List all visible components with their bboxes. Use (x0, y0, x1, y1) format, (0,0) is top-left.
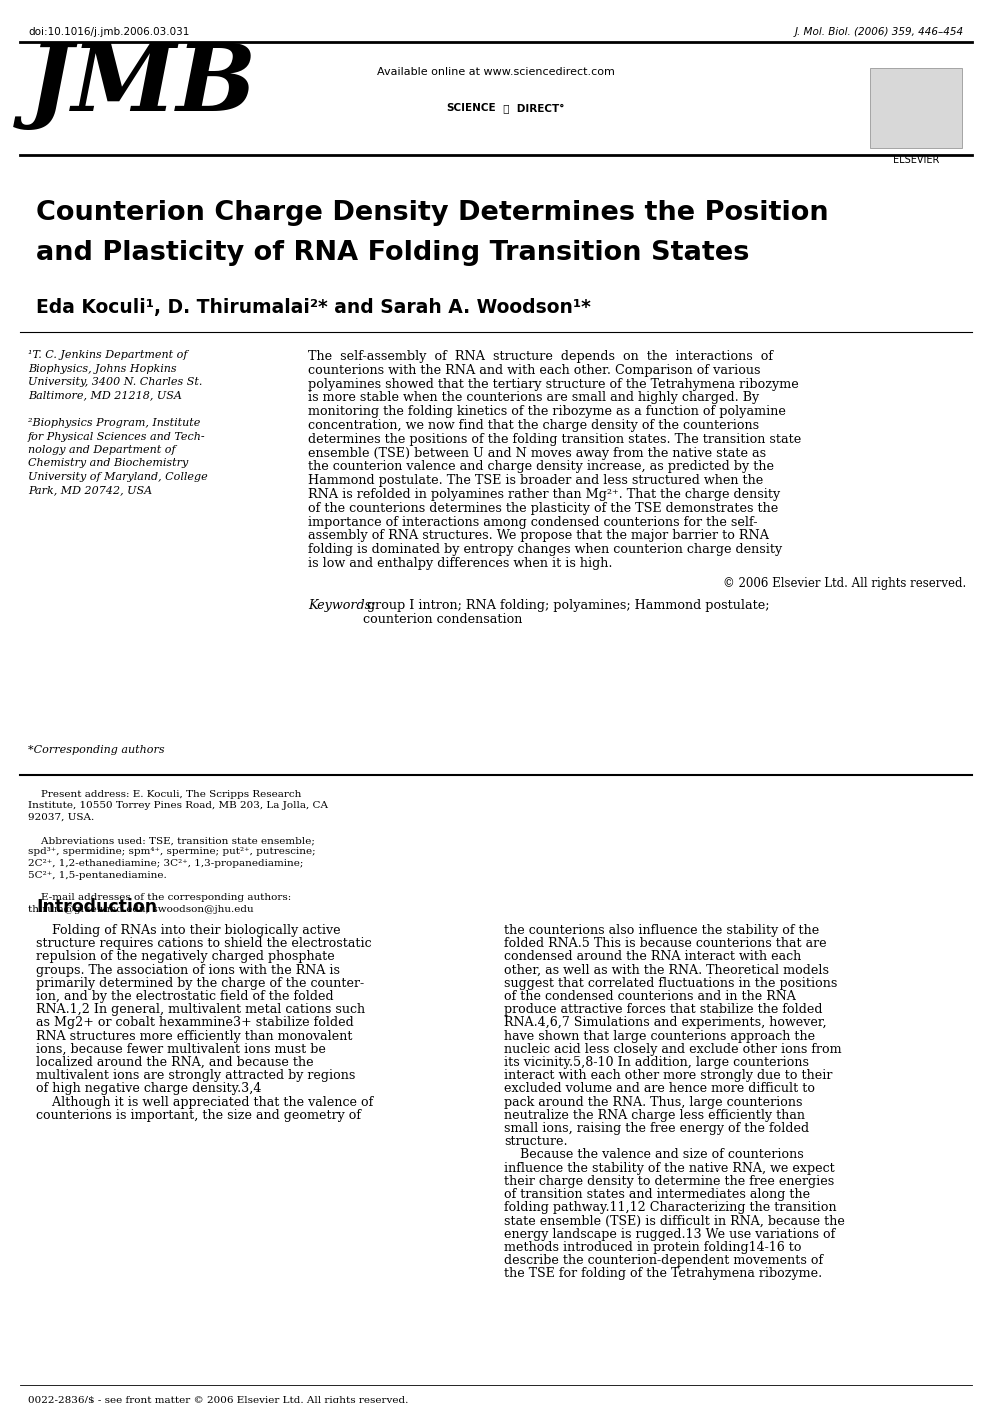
Text: structure.: structure. (504, 1135, 567, 1148)
Text: 2C²⁺, 1,2-ethanediamine; 3C²⁺, 1,3-propanediamine;: 2C²⁺, 1,2-ethanediamine; 3C²⁺, 1,3-propa… (28, 859, 304, 868)
Text: ELSEVIER: ELSEVIER (893, 154, 939, 166)
Text: Institute, 10550 Torrey Pines Road, MB 203, La Jolla, CA: Institute, 10550 Torrey Pines Road, MB 2… (28, 801, 328, 811)
Text: of transition states and intermediates along the: of transition states and intermediates a… (504, 1188, 810, 1201)
Text: pack around the RNA. Thus, large counterions: pack around the RNA. Thus, large counter… (504, 1096, 803, 1108)
Text: ion, and by the electrostatic field of the folded: ion, and by the electrostatic field of t… (36, 991, 333, 1003)
Text: groups. The association of ions with the RNA is: groups. The association of ions with the… (36, 964, 340, 976)
Text: counterions is important, the size and geometry of: counterions is important, the size and g… (36, 1108, 361, 1122)
Text: multivalent ions are strongly attracted by regions: multivalent ions are strongly attracted … (36, 1069, 355, 1082)
Text: state ensemble (TSE) is difficult in RNA, because the: state ensemble (TSE) is difficult in RNA… (504, 1215, 845, 1228)
Text: © 2006 Elsevier Ltd. All rights reserved.: © 2006 Elsevier Ltd. All rights reserved… (723, 577, 966, 589)
Text: counterions with the RNA and with each other. Comparison of various: counterions with the RNA and with each o… (308, 363, 761, 377)
Text: Because the valence and size of counterions: Because the valence and size of counteri… (504, 1149, 804, 1162)
Text: energy landscape is rugged.13 We use variations of: energy landscape is rugged.13 We use var… (504, 1228, 835, 1240)
Text: structure requires cations to shield the electrostatic: structure requires cations to shield the… (36, 937, 372, 950)
Text: ⓐ  DIRECT°: ⓐ DIRECT° (496, 102, 564, 114)
Text: Park, MD 20742, USA: Park, MD 20742, USA (28, 485, 152, 495)
Text: determines the positions of the folding transition states. The transition state: determines the positions of the folding … (308, 432, 802, 446)
Text: counterion condensation: counterion condensation (363, 613, 523, 626)
Text: RNA.1,2 In general, multivalent metal cations such: RNA.1,2 In general, multivalent metal ca… (36, 1003, 365, 1016)
Text: as Mg2+ or cobalt hexammine3+ stabilize folded: as Mg2+ or cobalt hexammine3+ stabilize … (36, 1016, 354, 1030)
Text: monitoring the folding kinetics of the ribozyme as a function of polyamine: monitoring the folding kinetics of the r… (308, 405, 786, 418)
Text: concentration, we now find that the charge density of the counterions: concentration, we now find that the char… (308, 419, 759, 432)
Text: assembly of RNA structures. We propose that the major barrier to RNA: assembly of RNA structures. We propose t… (308, 529, 769, 543)
Text: thirum@glue.umd.edu; swoodson@jhu.edu: thirum@glue.umd.edu; swoodson@jhu.edu (28, 905, 254, 913)
Text: Abbreviations used: TSE, transition state ensemble;: Abbreviations used: TSE, transition stat… (28, 836, 314, 845)
Text: RNA structures more efficiently than monovalent: RNA structures more efficiently than mon… (36, 1030, 352, 1042)
Text: the counterions also influence the stability of the: the counterions also influence the stabi… (504, 925, 819, 937)
Text: describe the counterion-dependent movements of: describe the counterion-dependent moveme… (504, 1254, 823, 1267)
Text: for Physical Sciences and Tech-: for Physical Sciences and Tech- (28, 432, 205, 442)
Text: doi:10.1016/j.jmb.2006.03.031: doi:10.1016/j.jmb.2006.03.031 (28, 27, 189, 36)
Text: J. Mol. Biol. (2006) 359, 446–454: J. Mol. Biol. (2006) 359, 446–454 (795, 27, 964, 36)
Text: Hammond postulate. The TSE is broader and less structured when the: Hammond postulate. The TSE is broader an… (308, 474, 763, 487)
Text: RNA is refolded in polyamines rather than Mg²⁺. That the charge density: RNA is refolded in polyamines rather tha… (308, 488, 781, 501)
Text: University of Maryland, College: University of Maryland, College (28, 471, 207, 483)
Text: ions, because fewer multivalent ions must be: ions, because fewer multivalent ions mus… (36, 1042, 326, 1056)
Text: of the counterions determines the plasticity of the TSE demonstrates the: of the counterions determines the plasti… (308, 502, 779, 515)
Text: is low and enthalpy differences when it is high.: is low and enthalpy differences when it … (308, 557, 612, 570)
Text: produce attractive forces that stabilize the folded: produce attractive forces that stabilize… (504, 1003, 822, 1016)
Text: polyamines showed that the tertiary structure of the Tetrahymena ribozyme: polyamines showed that the tertiary stru… (308, 377, 799, 390)
Text: 0022-2836/$ - see front matter © 2006 Elsevier Ltd. All rights reserved.: 0022-2836/$ - see front matter © 2006 El… (28, 1396, 409, 1403)
Text: its vicinity.5,8-10 In addition, large counterions: its vicinity.5,8-10 In addition, large c… (504, 1056, 809, 1069)
Text: ensemble (TSE) between U and N moves away from the native state as: ensemble (TSE) between U and N moves awa… (308, 446, 766, 460)
Text: Baltimore, MD 21218, USA: Baltimore, MD 21218, USA (28, 390, 182, 400)
Text: influence the stability of the native RNA, we expect: influence the stability of the native RN… (504, 1162, 834, 1174)
Text: Present address: E. Koculi, The Scripps Research: Present address: E. Koculi, The Scripps … (28, 790, 302, 798)
Text: *Corresponding authors: *Corresponding authors (28, 745, 165, 755)
Text: neutralize the RNA charge less efficiently than: neutralize the RNA charge less efficient… (504, 1108, 805, 1122)
Text: localized around the RNA, and because the: localized around the RNA, and because th… (36, 1056, 313, 1069)
Text: primarily determined by the charge of the counter-: primarily determined by the charge of th… (36, 976, 364, 989)
Text: Chemistry and Biochemistry: Chemistry and Biochemistry (28, 459, 188, 469)
Text: and Plasticity of RNA Folding Transition States: and Plasticity of RNA Folding Transition… (36, 240, 749, 267)
Text: interact with each other more strongly due to their: interact with each other more strongly d… (504, 1069, 832, 1082)
Text: importance of interactions among condensed counterions for the self-: importance of interactions among condens… (308, 515, 758, 529)
Text: Introduction: Introduction (36, 898, 157, 916)
Text: group I intron; RNA folding; polyamines; Hammond postulate;: group I intron; RNA folding; polyamines;… (363, 599, 770, 612)
Text: spd³⁺, spermidine; spm⁴⁺, spermine; put²⁺, putrescine;: spd³⁺, spermidine; spm⁴⁺, spermine; put²… (28, 847, 315, 856)
Text: ²Biophysics Program, Institute: ²Biophysics Program, Institute (28, 418, 200, 428)
Text: University, 3400 N. Charles St.: University, 3400 N. Charles St. (28, 377, 202, 387)
Text: ¹T. C. Jenkins Department of: ¹T. C. Jenkins Department of (28, 349, 187, 361)
Text: is more stable when the counterions are small and highly charged. By: is more stable when the counterions are … (308, 391, 759, 404)
Text: Counterion Charge Density Determines the Position: Counterion Charge Density Determines the… (36, 201, 828, 226)
Text: methods introduced in protein folding14-16 to: methods introduced in protein folding14-… (504, 1240, 802, 1254)
Text: 92037, USA.: 92037, USA. (28, 812, 94, 822)
Text: Although it is well appreciated that the valence of: Although it is well appreciated that the… (36, 1096, 373, 1108)
Text: 5C²⁺, 1,5-pentanediamine.: 5C²⁺, 1,5-pentanediamine. (28, 870, 167, 880)
Text: folded RNA.5 This is because counterions that are: folded RNA.5 This is because counterions… (504, 937, 826, 950)
Text: nology and Department of: nology and Department of (28, 445, 176, 455)
Text: folding pathway.11,12 Characterizing the transition: folding pathway.11,12 Characterizing the… (504, 1201, 836, 1214)
Text: the TSE for folding of the Tetrahymena ribozyme.: the TSE for folding of the Tetrahymena r… (504, 1267, 822, 1280)
Text: E-mail addresses of the corresponding authors:: E-mail addresses of the corresponding au… (28, 894, 292, 902)
Text: other, as well as with the RNA. Theoretical models: other, as well as with the RNA. Theoreti… (504, 964, 829, 976)
Text: the counterion valence and charge density increase, as predicted by the: the counterion valence and charge densit… (308, 460, 774, 473)
Text: Available online at www.sciencedirect.com: Available online at www.sciencedirect.co… (377, 67, 615, 77)
Text: of high negative charge density.3,4: of high negative charge density.3,4 (36, 1082, 261, 1096)
Text: The  self-assembly  of  RNA  structure  depends  on  the  interactions  of: The self-assembly of RNA structure depen… (308, 349, 773, 363)
Text: nucleic acid less closely and exclude other ions from: nucleic acid less closely and exclude ot… (504, 1042, 841, 1056)
Text: repulsion of the negatively charged phosphate: repulsion of the negatively charged phos… (36, 950, 334, 964)
Text: folding is dominated by entropy changes when counterion charge density: folding is dominated by entropy changes … (308, 543, 783, 556)
Text: of the condensed counterions and in the RNA: of the condensed counterions and in the … (504, 991, 796, 1003)
Bar (870, 67, 962, 147)
Text: suggest that correlated fluctuations in the positions: suggest that correlated fluctuations in … (504, 976, 837, 989)
Text: excluded volume and are hence more difficult to: excluded volume and are hence more diffi… (504, 1082, 815, 1096)
Text: RNA.4,6,7 Simulations and experiments, however,: RNA.4,6,7 Simulations and experiments, h… (504, 1016, 826, 1030)
Text: Keywords:: Keywords: (308, 599, 375, 612)
Text: small ions, raising the free energy of the folded: small ions, raising the free energy of t… (504, 1122, 809, 1135)
Text: SCIENCE: SCIENCE (446, 102, 496, 114)
Text: their charge density to determine the free energies: their charge density to determine the fr… (504, 1174, 834, 1188)
Text: Folding of RNAs into their biologically active: Folding of RNAs into their biologically … (36, 925, 340, 937)
Text: JMB: JMB (28, 41, 257, 130)
Text: have shown that large counterions approach the: have shown that large counterions approa… (504, 1030, 815, 1042)
Text: Biophysics, Johns Hopkins: Biophysics, Johns Hopkins (28, 363, 177, 373)
Text: condensed around the RNA interact with each: condensed around the RNA interact with e… (504, 950, 802, 964)
Text: Eda Koculi¹, D. Thirumalai²* and Sarah A. Woodson¹*: Eda Koculi¹, D. Thirumalai²* and Sarah A… (36, 297, 591, 317)
